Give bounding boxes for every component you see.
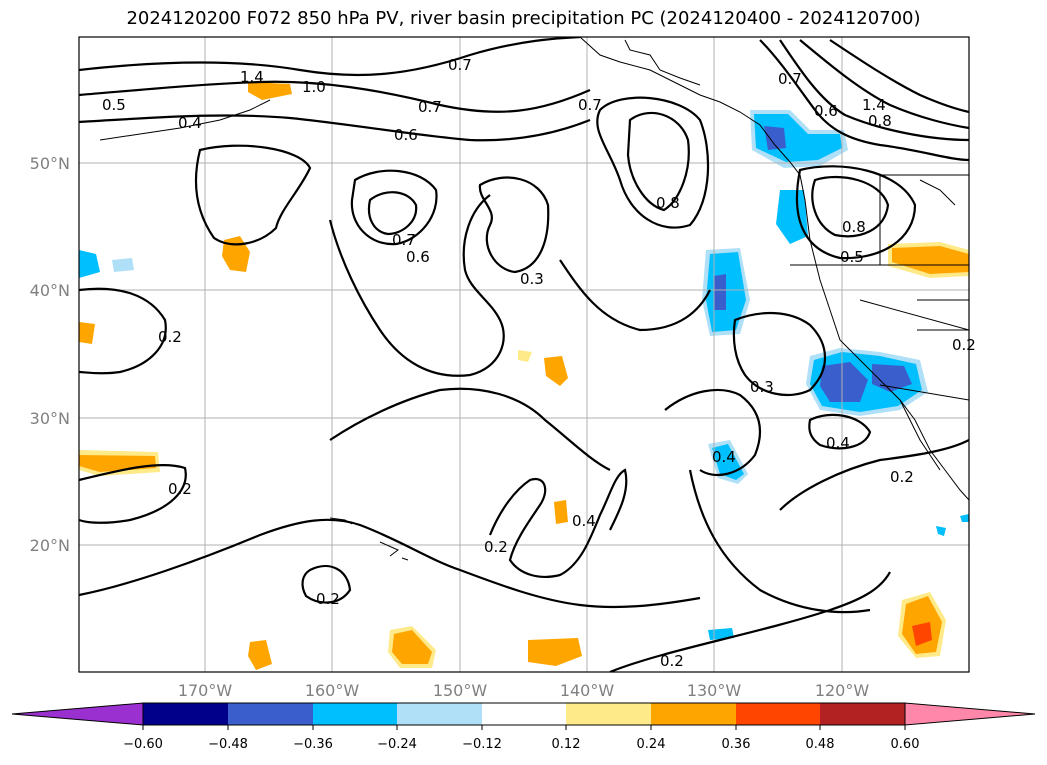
colorbar-tick-label: −0.24 [377, 737, 417, 752]
positive-precip-patch [554, 500, 568, 524]
negative-precip-patch [714, 274, 726, 310]
contour-label: 0.8 [868, 112, 892, 130]
lat-label-20n: 20°N [30, 536, 70, 555]
contour-label: 0.4 [178, 114, 202, 132]
lat-label-40n: 40°N [30, 281, 70, 300]
negative-precip-patch [764, 126, 786, 150]
contour-label: 0.7 [448, 56, 472, 74]
contour-label: 0.4 [572, 512, 596, 530]
pv-contours [79, 37, 969, 672]
positive-precip-patch [544, 356, 568, 386]
gridlines [79, 37, 969, 672]
lon-label-150w: 150°W [433, 681, 488, 700]
contour-label: 1.0 [302, 78, 326, 96]
coastlines [99, 37, 969, 561]
negative-precip-patch [79, 250, 100, 278]
lon-label-130w: 130°W [687, 681, 742, 700]
contour-label: 0.8 [656, 194, 680, 212]
contour-label: 0.6 [394, 126, 418, 144]
contour-label: 0.2 [660, 652, 684, 670]
positive-precip-patch [528, 638, 582, 666]
contour-label: 0.8 [842, 218, 866, 236]
contour-label: 0.6 [406, 248, 430, 266]
negative-precip-patch [820, 362, 868, 402]
colorbar-tick-label: −0.48 [208, 737, 248, 752]
map-frame [78, 36, 970, 673]
colorbar-segment [228, 703, 313, 725]
contour-label: 0.7 [778, 70, 802, 88]
negative-precip-patch [754, 114, 842, 162]
colorbar-segment [143, 703, 228, 725]
contour-label: 0.6 [814, 102, 838, 120]
positive-precip-patch [392, 630, 432, 664]
contour-label: 0.5 [102, 96, 126, 114]
contour-label: 0.5 [840, 248, 864, 266]
colorbar-tick-label: −0.36 [293, 737, 333, 752]
colorbar-tick-label: 0.60 [891, 737, 920, 752]
contour-label: 0.7 [418, 98, 442, 116]
colorbar-tick-label: −0.60 [123, 737, 163, 752]
negative-precip-patch [112, 258, 134, 272]
contour-label: 0.4 [826, 434, 850, 452]
contour-label: 0.2 [316, 590, 340, 608]
colorbar-tick-label: 0.36 [722, 737, 751, 752]
positive-precip-patch [248, 82, 292, 100]
colorbar-tick-label: 0.24 [637, 737, 666, 752]
precip-shading [79, 82, 969, 670]
contour-label: 0.7 [392, 231, 416, 249]
colorbar-segment [651, 703, 736, 725]
contour-label: 0.4 [712, 448, 736, 466]
contour-labels: 1.4 1.0 0.5 0.4 0.7 0.6 0.7 0.7 0.8 0.7 … [102, 56, 976, 670]
positive-precip-patch [248, 640, 272, 670]
negative-precip-patch [960, 514, 969, 522]
lon-label-140w: 140°W [560, 681, 615, 700]
contour-label: 0.7 [578, 96, 602, 114]
lat-label-50n: 50°N [30, 154, 70, 173]
colorbar-extend-left [11, 702, 144, 726]
contour-label: 1.4 [240, 68, 264, 86]
contour-label: 0.2 [952, 336, 976, 354]
colorbar-tick-label: 0.48 [806, 737, 835, 752]
contour-label: 1.4 [862, 96, 886, 114]
latitude-labels: 50°N 40°N 30°N 20°N [30, 154, 70, 555]
colorbar: −0.60 −0.48 −0.36 −0.24 −0.12 0.12 0.24 … [11, 702, 1036, 752]
contour-label: 0.3 [520, 270, 544, 288]
lon-label-170w: 170°W [178, 681, 233, 700]
colorbar-extend-right [904, 702, 1036, 726]
colorbar-tick-label: −0.12 [462, 737, 502, 752]
positive-precip-patch [518, 350, 532, 362]
colorbar-frame [142, 702, 906, 726]
colorbar-segment [313, 703, 397, 725]
lon-label-120w: 120°W [815, 681, 870, 700]
colorbar-ticks [142, 725, 906, 730]
negative-precip-patch [776, 190, 808, 244]
colorbar-segment [397, 703, 482, 725]
map-title: 2024120200 F072 850 hPa PV, river basin … [126, 8, 921, 29]
lat-label-30n: 30°N [30, 409, 70, 428]
contour-label: 0.2 [890, 468, 914, 486]
colorbar-segment [566, 703, 651, 725]
negative-precip-patch [936, 526, 946, 536]
longitude-labels: 170°W 160°W 150°W 140°W 130°W 120°W [178, 681, 870, 700]
positive-precip-patch [79, 322, 95, 344]
contour-label: 0.2 [168, 480, 192, 498]
positive-precip-patch [892, 246, 969, 274]
colorbar-segment [820, 703, 905, 725]
contour-label: 0.2 [158, 328, 182, 346]
colorbar-segment [736, 703, 820, 725]
contour-label: 0.2 [484, 538, 508, 556]
colorbar-segment [482, 703, 566, 725]
positive-precip-patch [912, 622, 932, 646]
lon-label-160w: 160°W [305, 681, 360, 700]
colorbar-tick-label: 0.12 [552, 737, 581, 752]
contour-label: 0.3 [750, 378, 774, 396]
